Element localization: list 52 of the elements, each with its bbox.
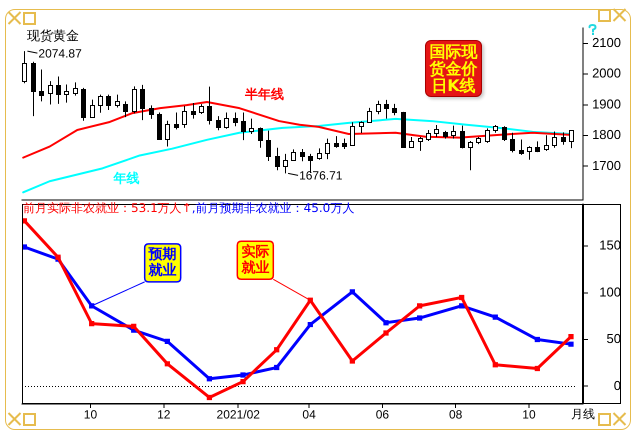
x-tick-label: 06	[376, 408, 390, 422]
point	[350, 289, 355, 294]
y-tick-label: 1700	[592, 158, 621, 173]
y-tick-label: 100	[599, 284, 621, 300]
text: 预期就业	[148, 246, 177, 279]
point	[89, 321, 94, 326]
point	[240, 378, 246, 384]
text: 国际现货金价日K线	[425, 40, 482, 97]
series-label: 半年线	[244, 88, 284, 103]
point	[459, 303, 464, 308]
x-tick-label: 10	[522, 408, 536, 422]
point	[459, 294, 464, 300]
point	[492, 314, 498, 320]
point	[383, 320, 389, 326]
y-tick-label: 2100	[592, 34, 621, 50]
point	[350, 358, 355, 364]
point	[308, 322, 313, 328]
annotation: 1676.71	[299, 168, 343, 183]
point	[568, 334, 574, 340]
point	[89, 303, 94, 308]
y-tick-label: 50	[606, 331, 621, 346]
annotation: 前月实际非农就业：53.1万人↑	[23, 201, 192, 215]
point	[534, 366, 540, 372]
point	[492, 362, 498, 368]
x-axis-title: 月线	[571, 407, 595, 421]
x-tick-label: 10	[84, 408, 98, 422]
x-tick-label: 12	[157, 408, 171, 422]
chart-subtitle: 现货黄金	[27, 29, 79, 44]
point	[417, 315, 422, 321]
x-tick-label: 2021/02	[216, 408, 260, 422]
point	[164, 361, 170, 366]
point	[206, 376, 212, 382]
text: 实际就业	[240, 242, 270, 276]
x-tick-label: 08	[448, 408, 463, 422]
point	[534, 336, 540, 342]
point	[164, 338, 170, 344]
y-tick-label: 2000	[592, 66, 621, 81]
y-tick-label: 1800	[592, 127, 621, 142]
series-label: 年线	[112, 172, 140, 187]
point	[568, 342, 574, 347]
point	[383, 330, 389, 336]
point	[206, 394, 212, 400]
x-tick-label: 04	[302, 408, 316, 422]
y-tick-label: 150	[599, 238, 621, 253]
point	[131, 324, 136, 330]
annotation: 2074.87	[38, 46, 82, 60]
point	[274, 347, 280, 352]
point	[274, 364, 280, 370]
point	[240, 372, 246, 378]
annotation: ,前月预期非农就业：45.0万人	[192, 201, 354, 215]
point	[417, 303, 422, 308]
y-tick-label: 1900	[592, 96, 621, 112]
